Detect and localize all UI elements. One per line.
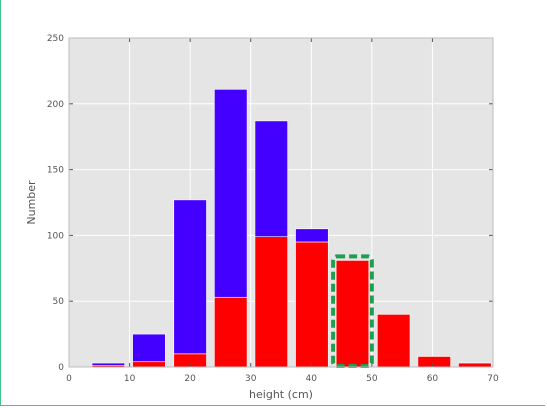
bar-blue-4: [254, 120, 288, 238]
bar-red-9: [458, 362, 492, 368]
bar-red-1: [132, 361, 166, 368]
bar-blue-5: [295, 228, 329, 243]
bar-red-7: [377, 314, 411, 368]
x-tick-label: 60: [427, 374, 439, 384]
y-tick-label: 100: [47, 231, 64, 241]
y-tick-label: 150: [47, 166, 64, 176]
x-tick-label: 50: [366, 374, 378, 384]
y-tick-label: 250: [47, 34, 64, 44]
plot-border: [68, 37, 494, 368]
bar-red-4: [254, 236, 288, 368]
ticks: 0 10 20 30 40 50 60 70 0 50 100 150 200 250: [47, 34, 499, 384]
y-tick-label: 50: [53, 297, 65, 307]
x-tick-label: 20: [184, 374, 196, 384]
bar-red-8: [417, 356, 451, 368]
bars: [91, 89, 492, 368]
bar-blue-1: [132, 333, 166, 363]
bar-blue-2: [173, 199, 207, 355]
bar-blue-0: [91, 362, 126, 366]
x-axis-label: height (cm): [249, 388, 313, 401]
x-tick-label: 30: [245, 374, 257, 384]
bar-red-3: [214, 296, 248, 368]
x-tick-label: 0: [66, 374, 72, 384]
x-tick-label: 10: [124, 374, 136, 384]
y-axis-label: Number: [25, 180, 38, 225]
y-tick-label: 200: [47, 100, 64, 110]
highlight-box: [331, 254, 374, 368]
bar-red-5: [295, 241, 329, 368]
bar-red-6: [335, 260, 370, 368]
highlight-dashed-box: [331, 254, 374, 368]
y-tick-label: 0: [58, 363, 64, 373]
bar-blue-3: [214, 89, 248, 298]
x-tick-label: 70: [487, 374, 499, 384]
x-tick-label: 40: [306, 374, 318, 384]
